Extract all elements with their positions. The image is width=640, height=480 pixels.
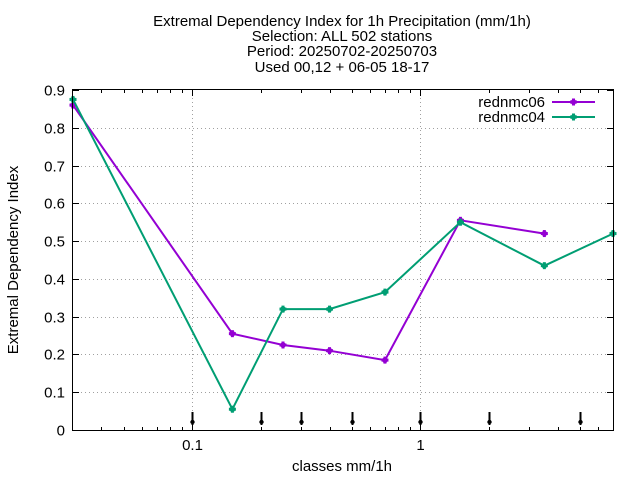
title-line-2: Selection: ALL 502 stations [252, 28, 432, 45]
title-line-1: Extremal Dependency Index for 1h Precipi… [153, 13, 531, 30]
legend-label: rednmc04 [478, 109, 545, 126]
y-tick-label: 0.4 [44, 272, 65, 289]
data-point [540, 230, 548, 238]
title-line-4: Used 00,12 + 06-05 18-17 [255, 59, 430, 76]
y-axis-ticks: 0 0.1 0.2 0.3 0.4 0.5 0.6 0.7 0.8 0.9 [44, 83, 613, 440]
data-point [279, 341, 287, 349]
plot-frame [72, 89, 614, 431]
series-line [72, 104, 545, 362]
x-axis-ticks: 0.1 1 [101, 90, 599, 454]
class-threshold-marker [299, 412, 304, 425]
class-threshold-marker [350, 412, 355, 425]
y-axis-label: Extremal Dependency Index [5, 165, 22, 354]
y-tick-label: 0.3 [44, 310, 65, 327]
class-threshold-marker [190, 412, 195, 425]
y-tick-label: 0.9 [44, 83, 65, 100]
y-tick-label: 0.7 [44, 159, 65, 176]
y-tick-label: 0.6 [44, 196, 65, 213]
data-point [381, 288, 389, 296]
data-point [228, 330, 236, 338]
y-tick-label: 0 [57, 423, 65, 440]
series-rednmc04 [69, 95, 617, 413]
class-markers [190, 412, 583, 425]
data-point [326, 347, 334, 355]
class-threshold-marker [578, 412, 583, 425]
x-tick-label: 1 [416, 437, 424, 454]
chart-title: Extremal Dependency Index for 1h Precipi… [153, 13, 531, 76]
data-point [326, 305, 334, 313]
title-line-3: Period: 20250702-20250703 [247, 43, 437, 60]
data-point [540, 262, 548, 270]
legend-label: rednmc06 [478, 94, 545, 111]
legend-entry-rednmc04: rednmc04 [478, 109, 595, 126]
y-tick-label: 0.5 [44, 234, 65, 251]
data-point [456, 218, 464, 226]
x-tick-label: 0.1 [182, 437, 203, 454]
data-point [279, 305, 287, 313]
data-point [228, 405, 236, 413]
grid [73, 90, 613, 430]
y-tick-label: 0.1 [44, 385, 65, 402]
series [69, 95, 617, 413]
legend-entry-rednmc06: rednmc06 [478, 94, 595, 111]
class-threshold-marker [259, 412, 264, 425]
series-line [72, 98, 614, 412]
data-point [381, 356, 389, 364]
class-threshold-marker [418, 412, 423, 425]
y-tick-label: 0.8 [44, 121, 65, 138]
x-axis-label: classes mm/1h [292, 458, 392, 475]
y-tick-label: 0.2 [44, 347, 65, 364]
class-threshold-marker [487, 412, 492, 425]
